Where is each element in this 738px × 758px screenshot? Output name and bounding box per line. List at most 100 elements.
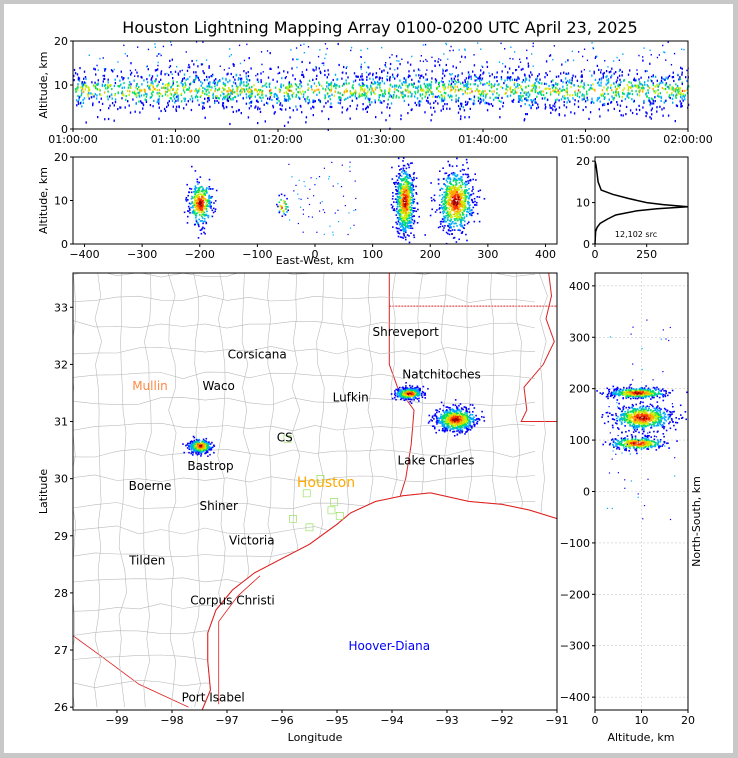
source-point (129, 69, 131, 72)
x-tick-label: −300 (127, 248, 157, 261)
source-point (209, 86, 211, 89)
source-point (281, 207, 283, 209)
source-point (196, 453, 199, 456)
source-point (453, 188, 455, 190)
source-point (445, 63, 447, 67)
source-point (468, 204, 471, 207)
source-point (521, 99, 523, 102)
source-point (674, 90, 677, 93)
source-point (439, 211, 442, 214)
source-point (526, 49, 528, 52)
source-point (429, 214, 432, 217)
source-point (450, 196, 452, 199)
source-point (633, 78, 635, 82)
source-point (538, 86, 541, 89)
source-point (361, 84, 363, 88)
source-point (447, 185, 449, 188)
source-point (131, 91, 134, 94)
source-point (669, 96, 671, 100)
source-point (672, 86, 674, 89)
source-point (668, 74, 671, 77)
source-point (367, 66, 370, 69)
source-point (460, 178, 463, 181)
source-point (202, 187, 204, 190)
source-point (388, 92, 390, 95)
source-point (318, 91, 321, 94)
source-point (636, 84, 639, 87)
source-point (345, 67, 347, 69)
source-point (85, 85, 87, 89)
source-point (281, 215, 284, 217)
source-point (431, 113, 433, 116)
source-point (671, 97, 674, 100)
source-point (208, 449, 210, 451)
source-point (465, 77, 468, 80)
source-point (678, 78, 680, 81)
source-point (399, 188, 402, 191)
source-point (493, 90, 495, 93)
source-point (582, 108, 584, 112)
source-point (398, 232, 401, 235)
source-point (194, 185, 197, 187)
source-point (461, 199, 463, 202)
source-point (398, 96, 400, 99)
source-point (546, 98, 549, 101)
source-point (182, 89, 185, 92)
source-point (449, 199, 452, 202)
source-point (381, 111, 383, 114)
source-point (343, 65, 345, 69)
source-point (166, 83, 169, 86)
source-point (309, 188, 311, 190)
source-point (400, 118, 402, 121)
source-point (280, 85, 282, 88)
source-point (442, 229, 445, 232)
source-point (600, 69, 602, 71)
source-point (484, 90, 486, 93)
source-point (664, 51, 666, 54)
source-point (619, 78, 621, 81)
source-point (172, 82, 174, 85)
source-point (554, 109, 557, 112)
source-point (366, 92, 368, 95)
source-point (400, 114, 402, 117)
source-point (456, 188, 459, 191)
source-point (200, 228, 203, 231)
source-point (167, 87, 169, 91)
source-point (141, 83, 143, 86)
source-point (377, 83, 379, 86)
source-point (376, 75, 378, 79)
source-point (367, 97, 369, 100)
source-point (399, 236, 402, 238)
source-point (667, 114, 670, 117)
source-point (450, 85, 452, 89)
source-point (438, 96, 441, 99)
source-point (119, 79, 121, 82)
source-point (455, 198, 457, 201)
source-point (377, 80, 379, 83)
source-point (651, 102, 653, 105)
source-point (192, 448, 195, 451)
source-point (633, 99, 635, 102)
source-point (474, 79, 476, 82)
source-point (279, 107, 282, 111)
source-point (193, 79, 195, 82)
source-point (401, 180, 403, 182)
source-point (280, 193, 283, 196)
source-point (628, 96, 630, 99)
source-point (230, 98, 232, 101)
source-point (616, 101, 618, 104)
source-point (627, 93, 629, 96)
source-point (162, 45, 165, 48)
source-point (312, 78, 314, 81)
source-point (488, 72, 490, 74)
source-point (253, 89, 256, 92)
source-point (492, 85, 494, 88)
source-point (288, 83, 290, 86)
source-point (453, 177, 456, 180)
source-point (412, 184, 415, 187)
source-point (430, 80, 433, 83)
source-point (447, 94, 449, 97)
source-point (187, 210, 190, 213)
source-point (404, 205, 406, 207)
source-point (652, 74, 654, 77)
